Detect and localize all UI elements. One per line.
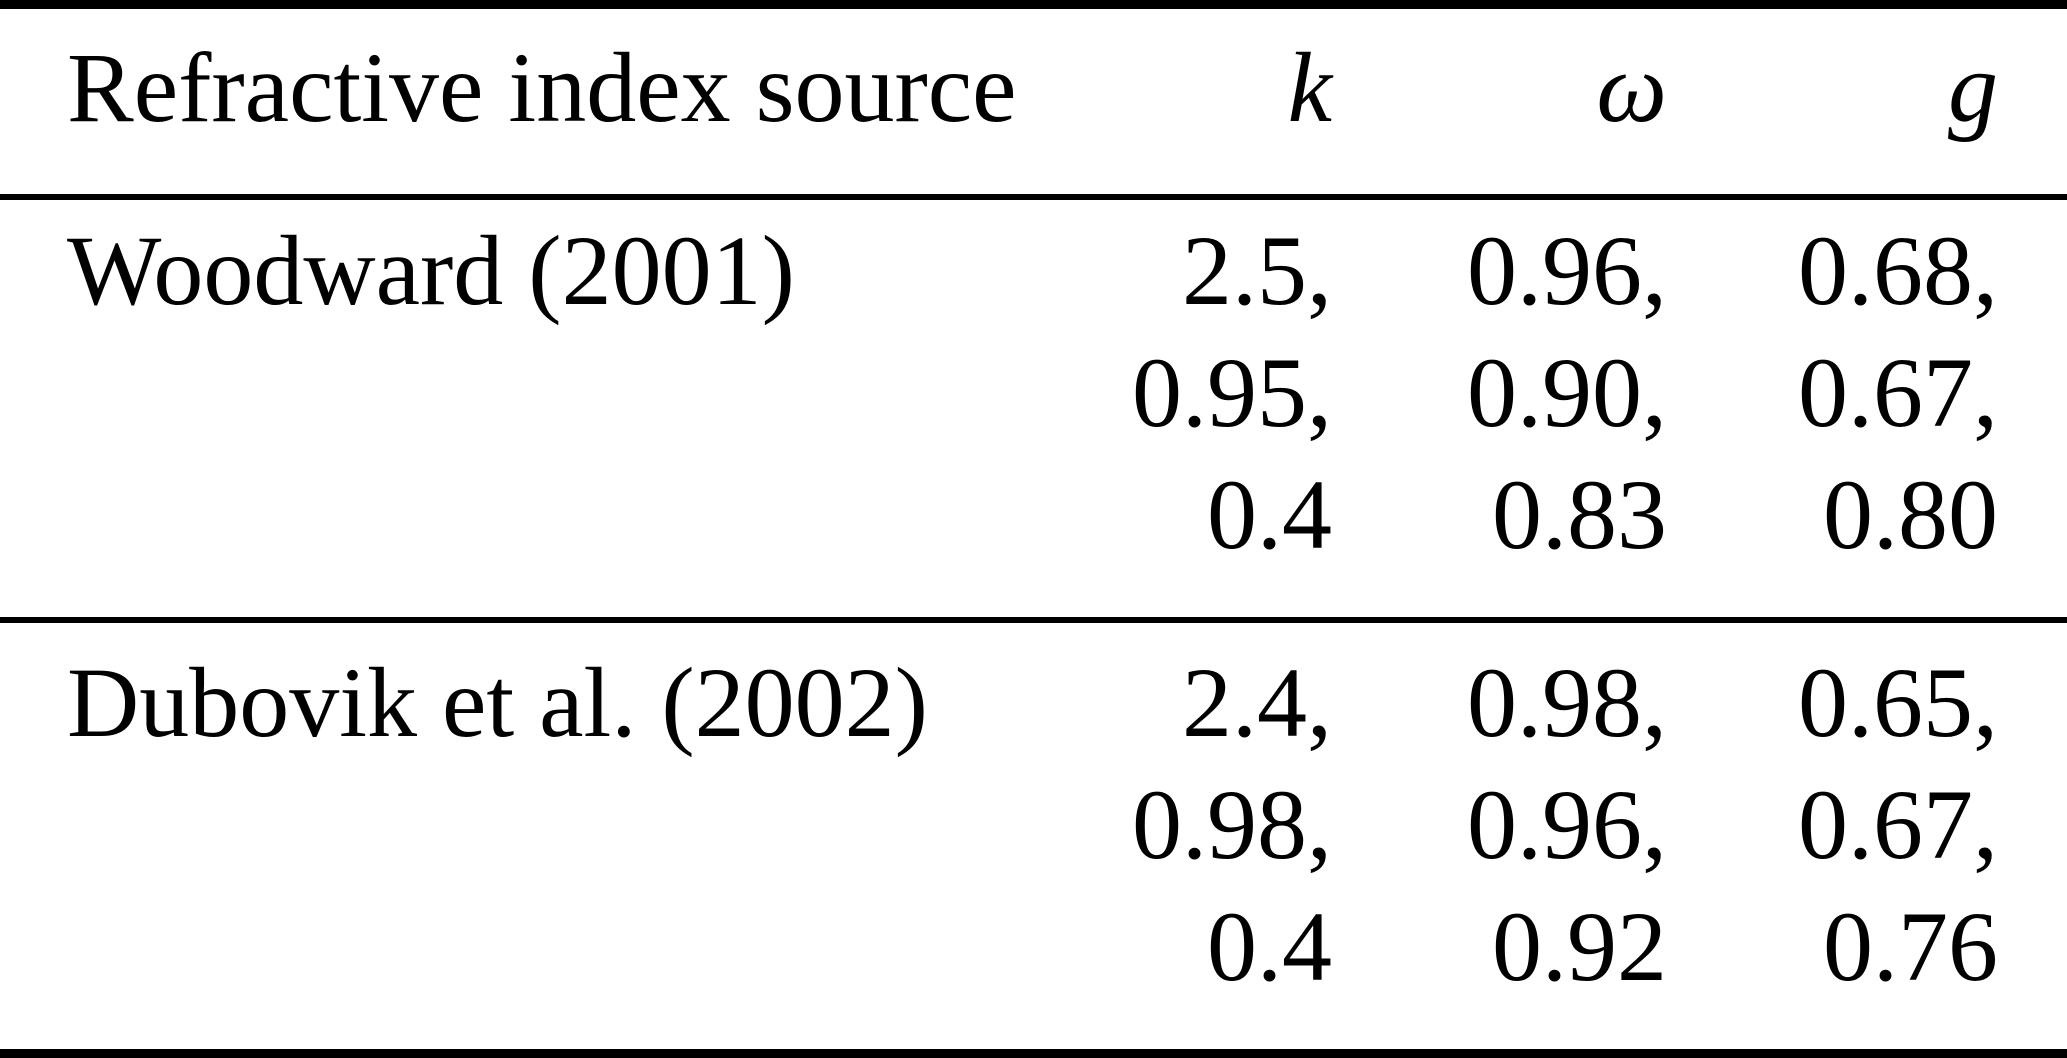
cell-line: 0.68,: [1798, 215, 1998, 326]
woodward-k-cell: 2.5, 0.95, 0.4: [1040, 200, 1333, 623]
header-omega: ω: [1333, 9, 1668, 200]
table-header-row: Refractive index source k ω g: [0, 9, 2067, 200]
dubovik-k-cell: 2.4, 0.98, 0.4: [1040, 623, 1333, 1049]
cell-line: 0.76: [1823, 891, 1998, 1002]
source-dubovik: Dubovik et al. (2002): [67, 647, 928, 758]
header-k: k: [1040, 9, 1333, 200]
cell-line: 0.83: [1492, 459, 1667, 570]
cell-line: 0.67,: [1798, 337, 1998, 448]
cell-line: 0.96,: [1467, 769, 1667, 880]
cell-line: 0.4: [1207, 459, 1332, 570]
dubovik-g-cell: 0.65, 0.67, 0.76: [1668, 623, 2067, 1049]
cell-line: 2.4,: [1182, 647, 1332, 758]
header-source: Refractive index source: [0, 9, 1040, 200]
woodward-omega-cell: 0.96, 0.90, 0.83: [1333, 200, 1668, 623]
cell-line: 2.5,: [1182, 215, 1332, 326]
cell-line: 0.90,: [1467, 337, 1667, 448]
cell-line: 0.92: [1492, 891, 1667, 1002]
source-woodward: Woodward (2001): [0, 200, 1040, 623]
cell-line: 0.98,: [1132, 769, 1332, 880]
cell-line: 0.80: [1823, 459, 1998, 570]
cell-line: 0.98,: [1467, 647, 1667, 758]
cell-line: 0.65,: [1798, 647, 1998, 758]
table-row-woodward: Woodward (2001) 2.5, 0.95, 0.4 0.96, 0.9…: [0, 200, 2067, 623]
cell-line: 0.67,: [1798, 769, 1998, 880]
cell-line: 0.4: [1207, 891, 1332, 1002]
dubovik-omega-cell: 0.98, 0.96, 0.92: [1333, 623, 1668, 1049]
header-g: g: [1668, 9, 2067, 200]
table-row-dubovik: Dubovik et al. (2002) 2.4, 0.98, 0.4 0.9…: [0, 623, 2067, 1049]
cell-line: 0.96,: [1467, 215, 1667, 326]
cell-line: 0.95,: [1132, 337, 1332, 448]
woodward-g-cell: 0.68, 0.67, 0.80: [1668, 200, 2067, 623]
